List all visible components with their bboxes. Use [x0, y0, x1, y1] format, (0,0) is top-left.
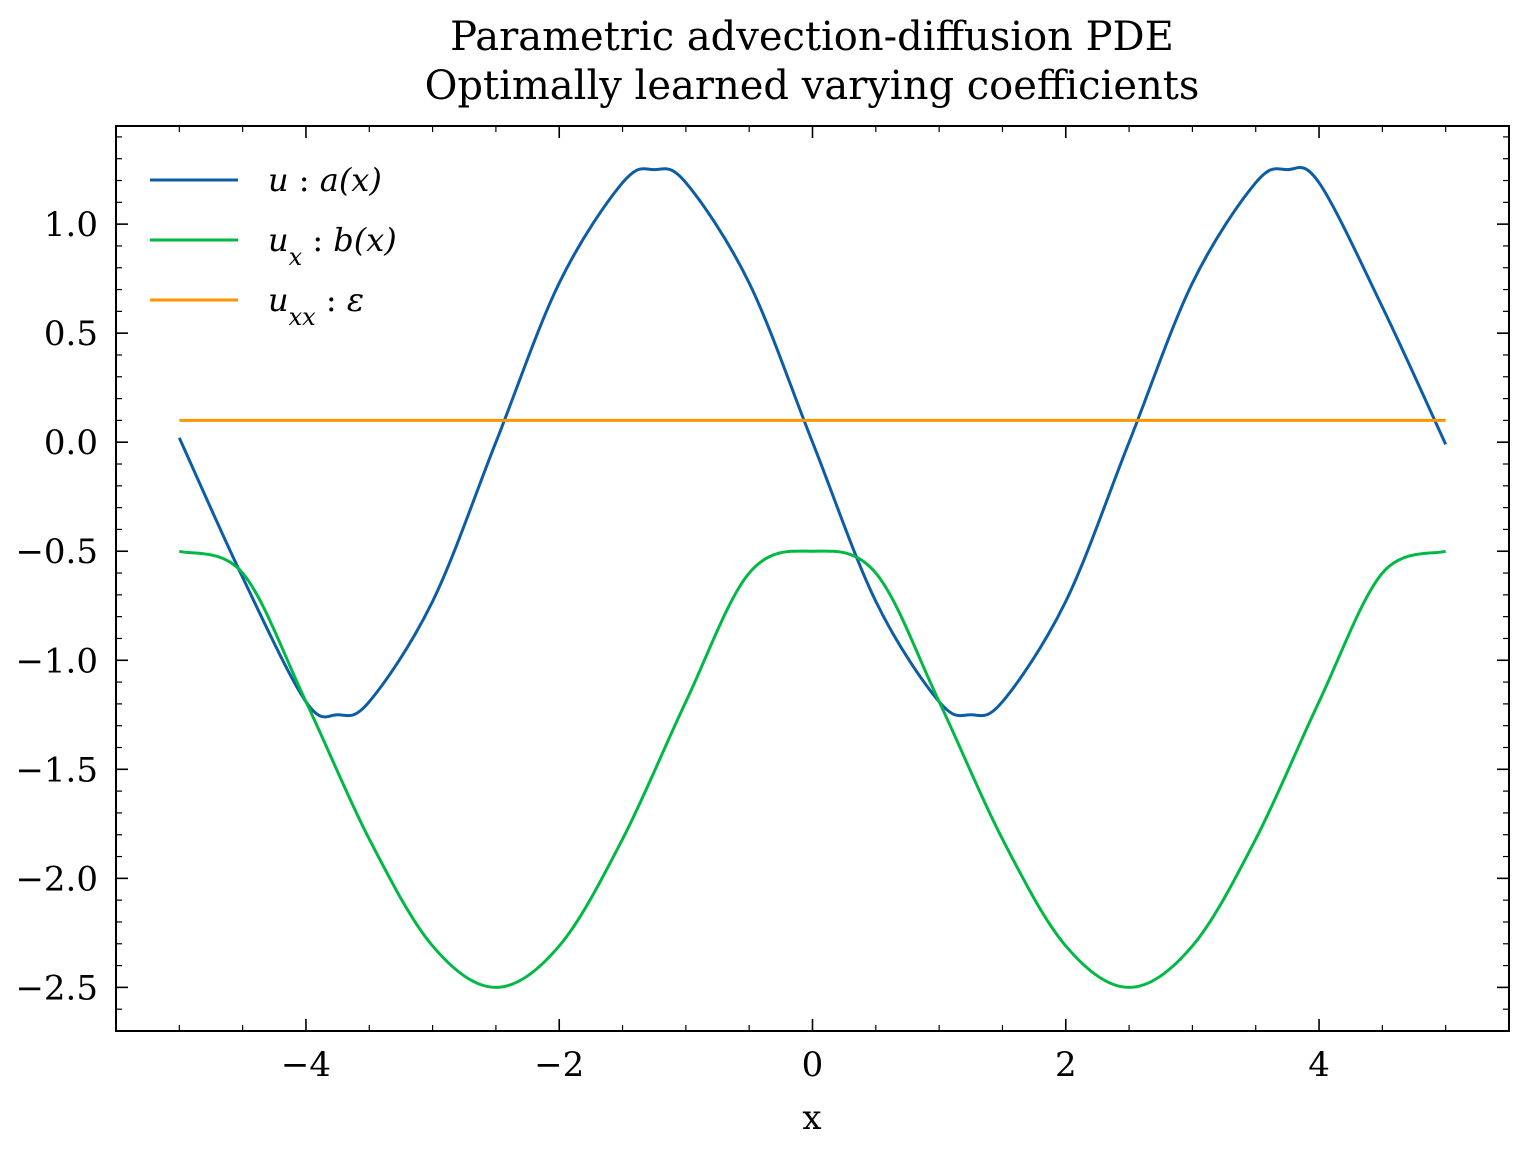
y-tick-label: −1.5 — [15, 750, 98, 790]
y-tick-label: 0.0 — [44, 423, 98, 463]
series-line-a — [177, 166, 1448, 719]
legend: u : a(x) ux : b(x) uxx : ε — [150, 161, 397, 331]
x-tick-label: 0 — [802, 1045, 824, 1085]
chart-title-line-1: Parametric advection-diffusion PDE — [450, 14, 1174, 60]
x-tick-label: −4 — [281, 1045, 331, 1085]
legend-label-a: u : a(x) — [268, 161, 382, 199]
y-tick-label: 1.0 — [44, 205, 98, 245]
series-group — [177, 166, 1448, 989]
chart-title-line-2: Optimally learned varying coefficients — [425, 63, 1200, 109]
legend-label-b: ux : b(x) — [268, 221, 397, 271]
y-tick-label: −0.5 — [15, 532, 98, 572]
x-axis-label: x — [802, 1098, 821, 1138]
y-tick-label: 0.5 — [44, 314, 98, 354]
y-tick-label: −2.0 — [15, 859, 98, 899]
x-tick-label: 4 — [1308, 1045, 1330, 1085]
x-tick-label: −2 — [534, 1045, 584, 1085]
legend-label-eps: uxx : ε — [268, 281, 364, 331]
y-tick-label: −1.0 — [15, 641, 98, 681]
x-tick-label: 2 — [1055, 1045, 1077, 1085]
plot-frame — [115, 125, 1510, 1032]
series-line-b — [178, 549, 1447, 989]
ticks-group: −4 −2 0 2 4 1.0 0.5 0.0 −0.5 −1.0 −1.5 −2.0 −2.5 — [15, 126, 1509, 1085]
y-tick-label: −2.5 — [15, 968, 98, 1008]
